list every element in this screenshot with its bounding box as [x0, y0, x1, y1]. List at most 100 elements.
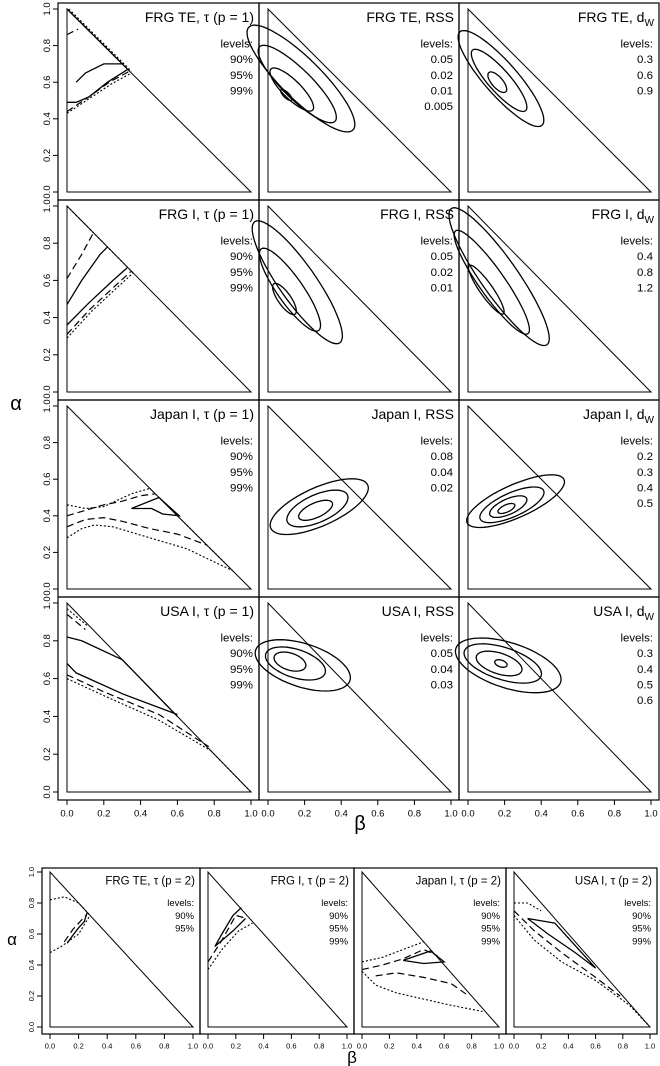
x-tick-label: 0.4 — [535, 809, 548, 820]
constraint-triangle — [267, 204, 453, 393]
y-tick-label: 0.8 — [27, 898, 36, 908]
contour-line-4 — [246, 24, 356, 133]
x-tick-label: 0.4 — [563, 1042, 573, 1051]
y-tick-label: 0.2 — [27, 991, 36, 1001]
x-tick-label: 0.2 — [384, 1042, 394, 1051]
legend-level: 90% — [230, 54, 253, 66]
legend-level: 0.01 — [431, 85, 453, 97]
contour-line-3 — [269, 478, 369, 536]
legend-level: 0.4 — [637, 664, 654, 676]
x-tick-label: 0.4 — [102, 1042, 112, 1051]
y-tick-label: 0.2 — [42, 348, 53, 361]
contour-line-4 — [66, 70, 130, 112]
y-tick-label: 1.0 — [42, 199, 53, 212]
contour-line-5 — [66, 678, 211, 751]
legend-title: levels: — [420, 38, 453, 50]
contour-line-2 — [264, 646, 327, 681]
x-tick-label: 0.0 — [60, 809, 73, 820]
legend-title: levels: — [420, 435, 453, 447]
legend-level: 95% — [230, 70, 253, 82]
legend-level: 95% — [481, 923, 500, 934]
x-tick-label: 0.8 — [618, 1042, 628, 1051]
constraint-triangle — [467, 7, 653, 193]
legend-title: levels: — [220, 235, 253, 247]
contour-line-3 — [207, 914, 248, 963]
constraint-triangle — [66, 7, 253, 193]
x-tick-label: 0.6 — [571, 809, 584, 820]
legend-level: 0.08 — [431, 451, 453, 463]
contour-line-3 — [66, 233, 94, 279]
legend-level: 0.5 — [637, 498, 653, 510]
x-tick-label: 0.0 — [461, 809, 474, 820]
contour-line-4 — [361, 941, 424, 963]
legend-title: levels: — [620, 38, 653, 50]
x-axis-label: β — [354, 813, 366, 835]
y-tick-label: 1.0 — [27, 867, 36, 877]
legend-title: levels: — [220, 38, 253, 50]
x-tick-label: 0.6 — [590, 1042, 600, 1051]
x-tick-label: 1.0 — [444, 809, 457, 820]
panel-frame — [505, 867, 658, 1035]
x-tick-label: 0.0 — [357, 1042, 367, 1051]
legend-level: 99% — [230, 282, 253, 294]
x-tick-label: 0.4 — [258, 1042, 268, 1051]
contour-line-3 — [514, 902, 542, 912]
legend-level: 0.2 — [637, 451, 653, 463]
contour-line-1 — [297, 499, 334, 521]
panel-8: Japan I, RSS levels: 0.08 0.04 0.02 — [258, 399, 460, 598]
legend-level: 95% — [329, 923, 348, 934]
legend-title: levels: — [420, 632, 453, 644]
panel-title: FRG TE, τ (p = 2) — [105, 876, 195, 888]
contour-line-3 — [66, 516, 208, 546]
legend-level: 1.2 — [637, 282, 653, 294]
panel-7: Japan I, τ (p = 1) levels: 90% 95% 99% — [57, 399, 260, 598]
y-tick-label: 0.8 — [42, 436, 53, 449]
contour-line-4 — [66, 674, 210, 748]
contour-line-3 — [66, 613, 86, 630]
contour-line-2 — [470, 48, 528, 113]
constraint-triangle — [66, 204, 253, 393]
legend-level: 0.05 — [431, 251, 453, 263]
panel-4: USA I, τ (p = 2) levels: 90% 95% 99% — [505, 867, 658, 1035]
x-tick-label: 0.2 — [498, 809, 511, 820]
contour-line-3 — [375, 972, 470, 997]
legend-level: 0.005 — [424, 101, 453, 113]
contour-line-1 — [66, 663, 178, 716]
y-tick-label: 0.0 — [42, 785, 53, 798]
x-tick-label: 0.8 — [408, 809, 421, 820]
x-tick-label: 0.0 — [509, 1042, 519, 1051]
constraint-triangle — [267, 404, 453, 590]
y-tick-label: 0.4 — [42, 112, 53, 125]
y-tick-label: 0.0 — [27, 1022, 36, 1032]
contour-line-1 — [273, 651, 307, 672]
legend-level: 0.3 — [637, 54, 653, 66]
constraint-triangle — [267, 601, 453, 793]
x-tick-label: 1.0 — [342, 1042, 352, 1051]
legend-level: 0.02 — [431, 70, 453, 82]
contour-line-2 — [269, 67, 315, 112]
x-tick-label: 0.6 — [439, 1042, 449, 1051]
contour-line-4 — [466, 474, 566, 529]
contour-line-2 — [214, 918, 246, 947]
legend-level: 90% — [329, 910, 348, 921]
x-tick-label: 0.2 — [536, 1042, 546, 1051]
x-tick-label: 1.0 — [644, 809, 657, 820]
panel-title: FRG I, RSS — [380, 206, 454, 222]
x-tick-label: 0.4 — [412, 1042, 422, 1051]
legend-title: levels: — [473, 897, 500, 908]
legend-level: 0.03 — [431, 679, 453, 691]
contour-line-4 — [454, 637, 562, 694]
contour-line-3 — [251, 220, 344, 345]
y-tick-label: 0.6 — [42, 473, 53, 486]
constraint-triangle — [49, 870, 195, 1028]
legend-title: levels: — [220, 435, 253, 447]
constraint-triangle — [467, 204, 653, 393]
panel-6: FRG I, dW levels: 0.4 0.8 1.2 — [448, 199, 660, 401]
contour-line-2 — [67, 68, 129, 103]
y-tick-label: 0.0 — [42, 185, 53, 198]
constraint-triangle — [467, 404, 653, 590]
legend-title: levels: — [220, 632, 253, 644]
x-tick-label: 1.0 — [244, 809, 257, 820]
legend-level: 0.8 — [637, 267, 653, 279]
